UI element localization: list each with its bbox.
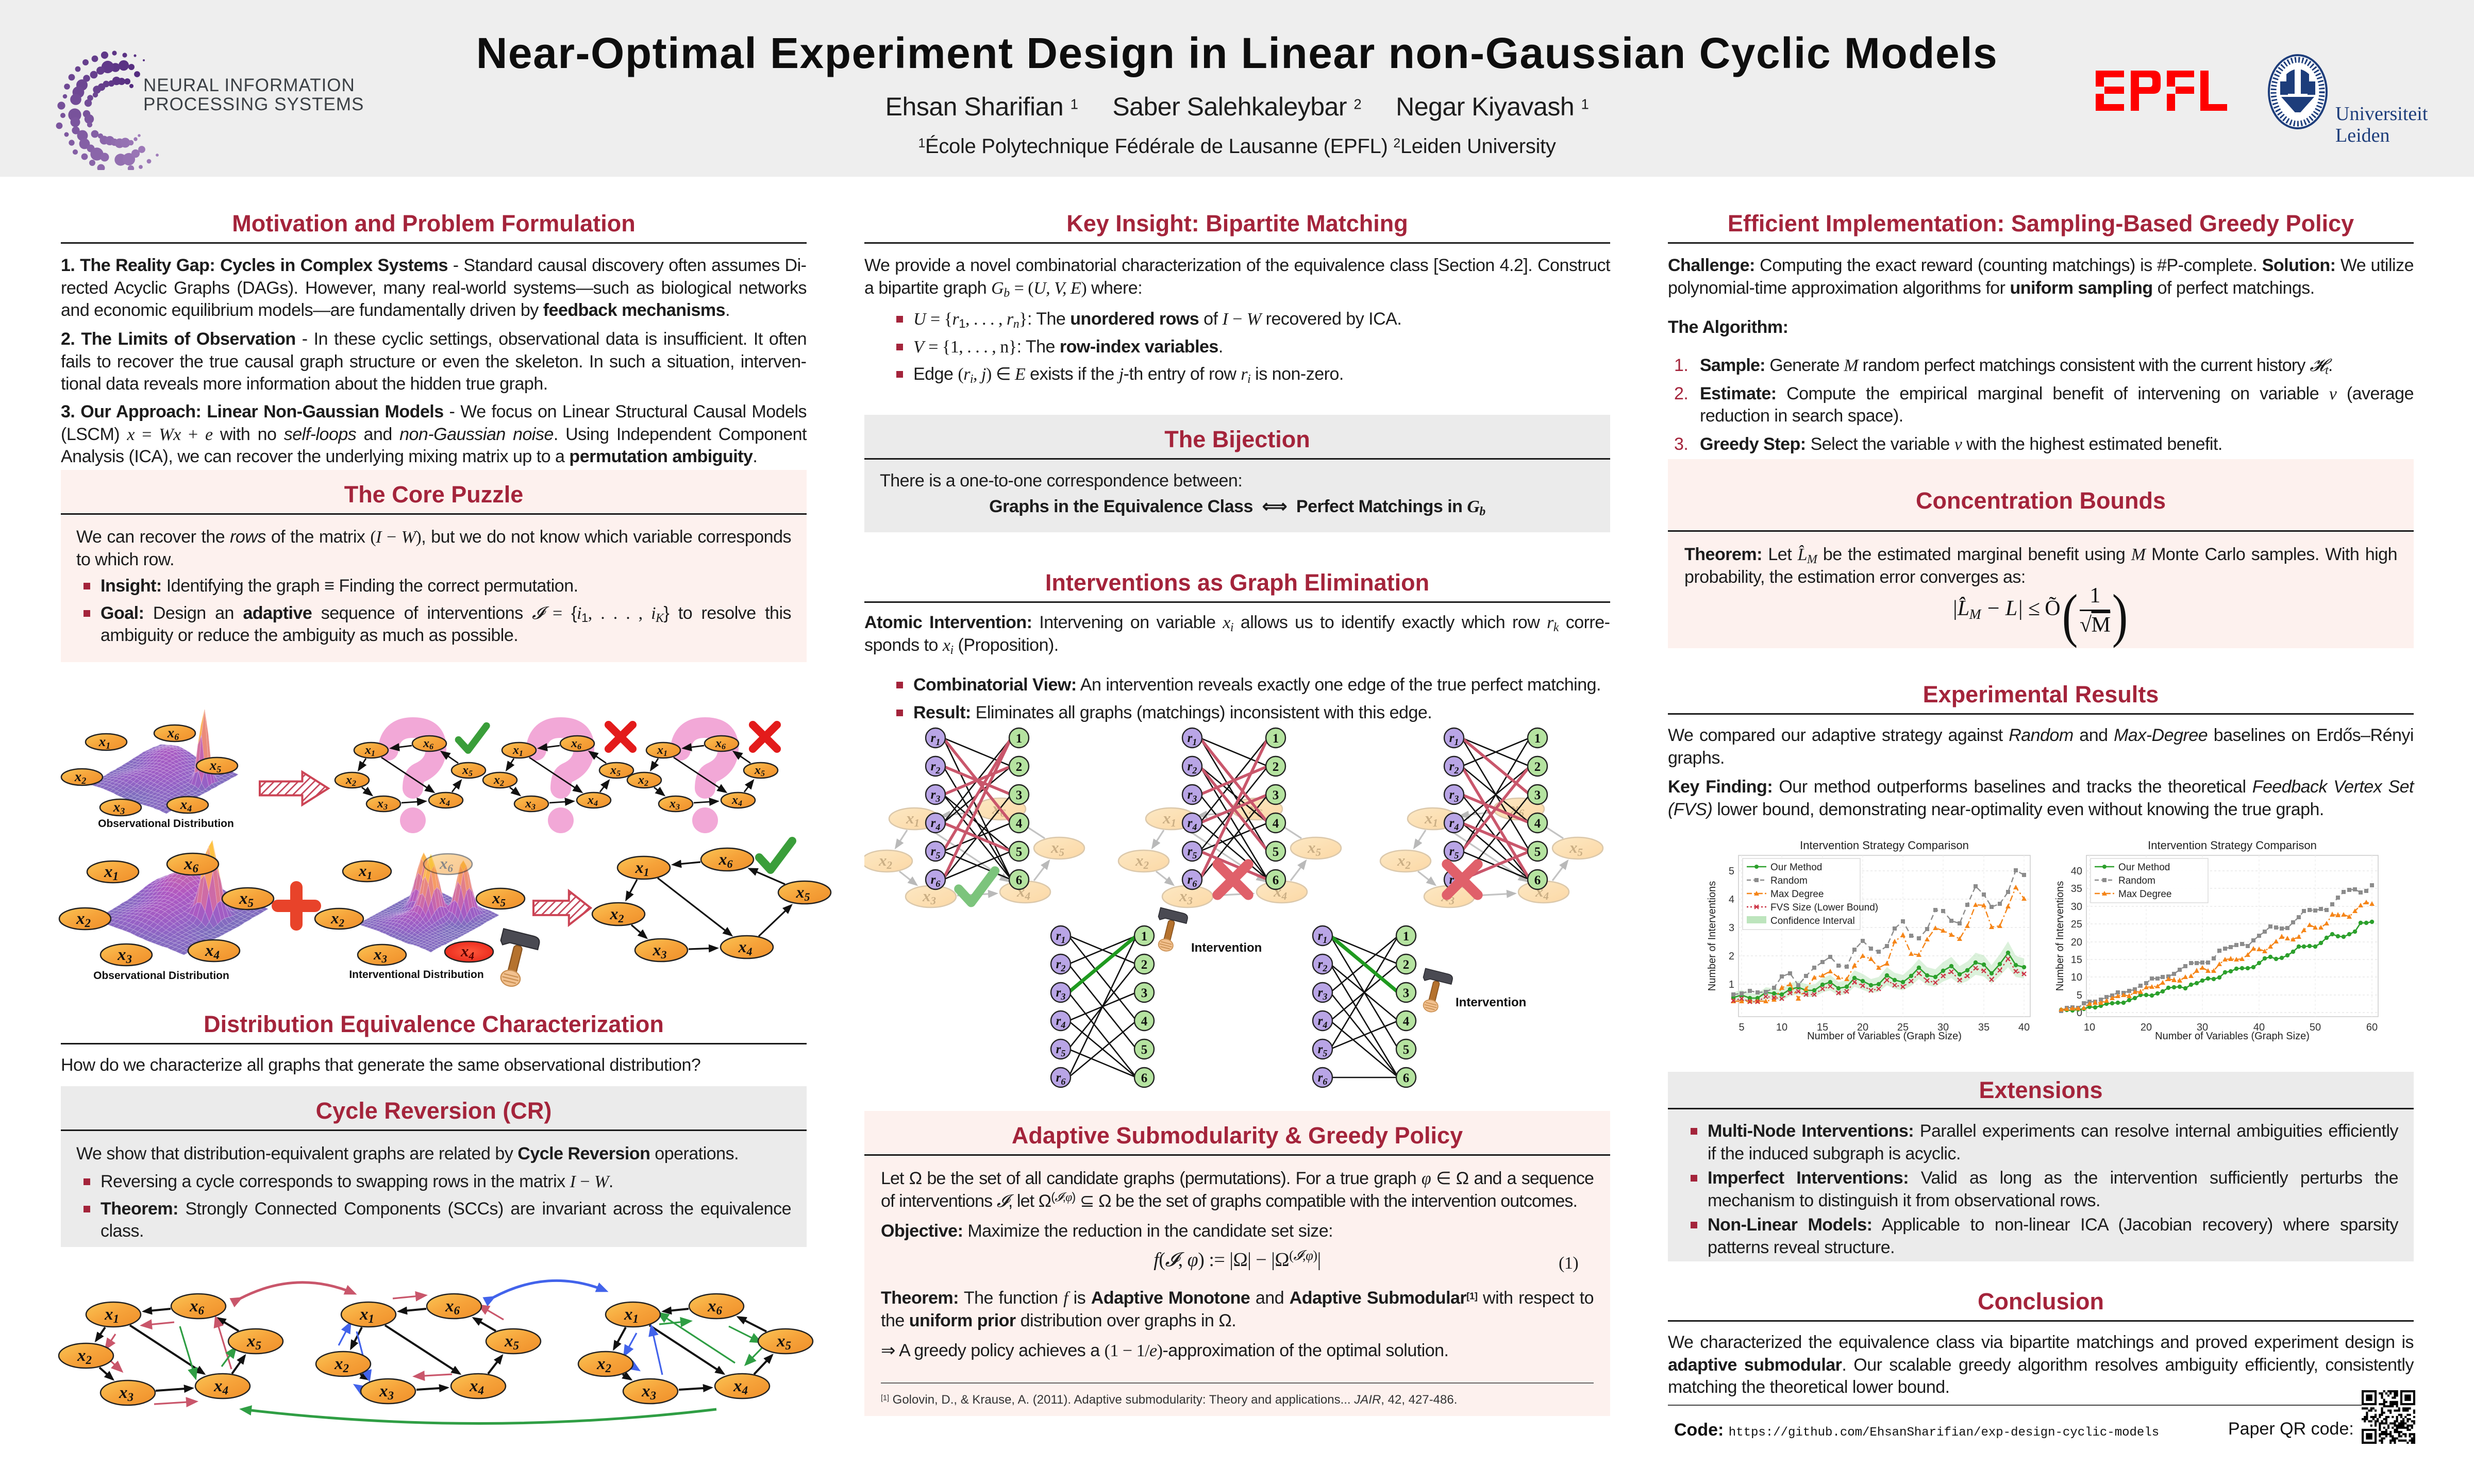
- svg-text:x1: x1: [358, 862, 372, 882]
- svg-text:10: 10: [1776, 1022, 1787, 1033]
- svg-text:1: 1: [1403, 930, 1410, 943]
- svg-text:1: 1: [1016, 732, 1023, 746]
- svg-text:30: 30: [1937, 1022, 1949, 1033]
- svg-text:x3: x3: [117, 946, 132, 966]
- svg-text:2: 2: [1273, 760, 1279, 774]
- svg-text:6: 6: [1534, 873, 1541, 887]
- svg-text:2: 2: [1016, 760, 1023, 774]
- svg-text:5: 5: [1016, 845, 1023, 859]
- svg-text:4: 4: [1016, 817, 1023, 831]
- svg-text:Intervention: Intervention: [1191, 941, 1262, 955]
- svg-text:Random: Random: [1770, 875, 1808, 886]
- svg-text:4: 4: [1273, 817, 1279, 831]
- svg-text:4: 4: [1141, 1015, 1148, 1028]
- svg-text:15: 15: [2071, 954, 2082, 966]
- svg-text:2: 2: [1534, 760, 1541, 774]
- svg-text:Number of Interventions: Number of Interventions: [2055, 881, 2066, 991]
- svg-text:5: 5: [1739, 1022, 1744, 1033]
- svg-text:20: 20: [1857, 1022, 1868, 1033]
- svg-text:Number of Variables (Graph Siz: Number of Variables (Graph Size): [1807, 1031, 1962, 1042]
- svg-text:Random: Random: [2118, 875, 2155, 886]
- svg-text:35: 35: [2071, 883, 2082, 895]
- svg-text:Intervention: Intervention: [1456, 996, 1526, 1009]
- svg-text:Max Degree: Max Degree: [1770, 889, 1824, 900]
- svg-text:Intervention Strategy Comparis: Intervention Strategy Comparison: [2148, 839, 2317, 852]
- svg-text:Our Method: Our Method: [1770, 862, 1822, 873]
- svg-text:1: 1: [1141, 930, 1148, 943]
- svg-text:40: 40: [2018, 1022, 2030, 1033]
- svg-text:30: 30: [2071, 901, 2082, 913]
- svg-text:40: 40: [2253, 1022, 2265, 1033]
- svg-text:4: 4: [1534, 817, 1541, 831]
- svg-text:5: 5: [1534, 845, 1541, 859]
- svg-text:Number of Variables (Graph Siz: Number of Variables (Graph Size): [2155, 1031, 2310, 1042]
- svg-text:6: 6: [1016, 873, 1023, 887]
- svg-text:Max Degree: Max Degree: [2118, 889, 2172, 900]
- svg-text:60: 60: [2366, 1022, 2378, 1033]
- svg-text:15: 15: [1817, 1022, 1828, 1033]
- svg-text:Universiteit: Universiteit: [2335, 103, 2428, 125]
- svg-text:3: 3: [1273, 788, 1279, 802]
- svg-text:Confidence Interval: Confidence Interval: [1770, 916, 1855, 926]
- svg-text:x3: x3: [653, 940, 667, 961]
- svg-text:x3: x3: [922, 887, 936, 907]
- svg-text:25: 25: [2071, 919, 2082, 930]
- svg-text:1: 1: [1729, 979, 1734, 990]
- svg-text:1: 1: [1273, 732, 1279, 746]
- svg-text:Observational Distribution: Observational Distribution: [93, 970, 229, 982]
- svg-text:6: 6: [1273, 873, 1279, 887]
- svg-text:3: 3: [1729, 922, 1734, 934]
- svg-text:5: 5: [1403, 1043, 1410, 1057]
- svg-text:x1: x1: [635, 858, 649, 879]
- svg-text:4: 4: [1403, 1015, 1410, 1028]
- svg-text:4: 4: [1729, 894, 1734, 905]
- svg-text:10: 10: [2084, 1022, 2095, 1033]
- svg-text:x1: x1: [1424, 809, 1438, 829]
- svg-text:5: 5: [1273, 845, 1279, 859]
- svg-text:NEURAL INFORMATION: NEURAL INFORMATION: [143, 75, 355, 95]
- svg-text:50: 50: [2310, 1022, 2321, 1033]
- svg-text:30: 30: [2197, 1022, 2208, 1033]
- svg-text:Interventional Distribution: Interventional Distribution: [349, 969, 483, 981]
- svg-text:0: 0: [2077, 1007, 2082, 1019]
- svg-text:Leiden: Leiden: [2335, 125, 2390, 146]
- svg-text:5: 5: [1141, 1043, 1148, 1057]
- svg-text:Number of Interventions: Number of Interventions: [1708, 881, 1718, 991]
- svg-text:3: 3: [1016, 788, 1023, 802]
- svg-text:25: 25: [1897, 1022, 1909, 1033]
- svg-text:2: 2: [1403, 958, 1410, 972]
- svg-text:2: 2: [1141, 958, 1148, 972]
- svg-text:2: 2: [1729, 951, 1734, 962]
- svg-text:10: 10: [2071, 972, 2082, 983]
- svg-text:35: 35: [1978, 1022, 1990, 1033]
- svg-text:6: 6: [1141, 1071, 1148, 1085]
- svg-text:40: 40: [2071, 866, 2082, 877]
- svg-text:5: 5: [1729, 866, 1734, 877]
- svg-text:PROCESSING SYSTEMS: PROCESSING SYSTEMS: [143, 94, 364, 114]
- svg-text:3: 3: [1534, 788, 1541, 802]
- svg-text:5: 5: [2077, 990, 2082, 1001]
- svg-text:Observational Distribution: Observational Distribution: [98, 818, 234, 830]
- svg-text:x4: x4: [733, 1377, 748, 1397]
- svg-text:1: 1: [1534, 732, 1541, 746]
- svg-text:6: 6: [1403, 1071, 1410, 1085]
- svg-text:3: 3: [1403, 986, 1410, 1000]
- svg-text:x2: x2: [334, 1355, 349, 1375]
- svg-text:Our Method: Our Method: [2118, 862, 2170, 873]
- svg-text:FVS Size (Lower Bound): FVS Size (Lower Bound): [1770, 902, 1878, 913]
- svg-text:3: 3: [1141, 986, 1148, 1000]
- svg-text:20: 20: [2141, 1022, 2152, 1033]
- svg-text:Intervention Strategy Comparis: Intervention Strategy Comparison: [1800, 839, 1969, 852]
- svg-text:20: 20: [2071, 937, 2082, 948]
